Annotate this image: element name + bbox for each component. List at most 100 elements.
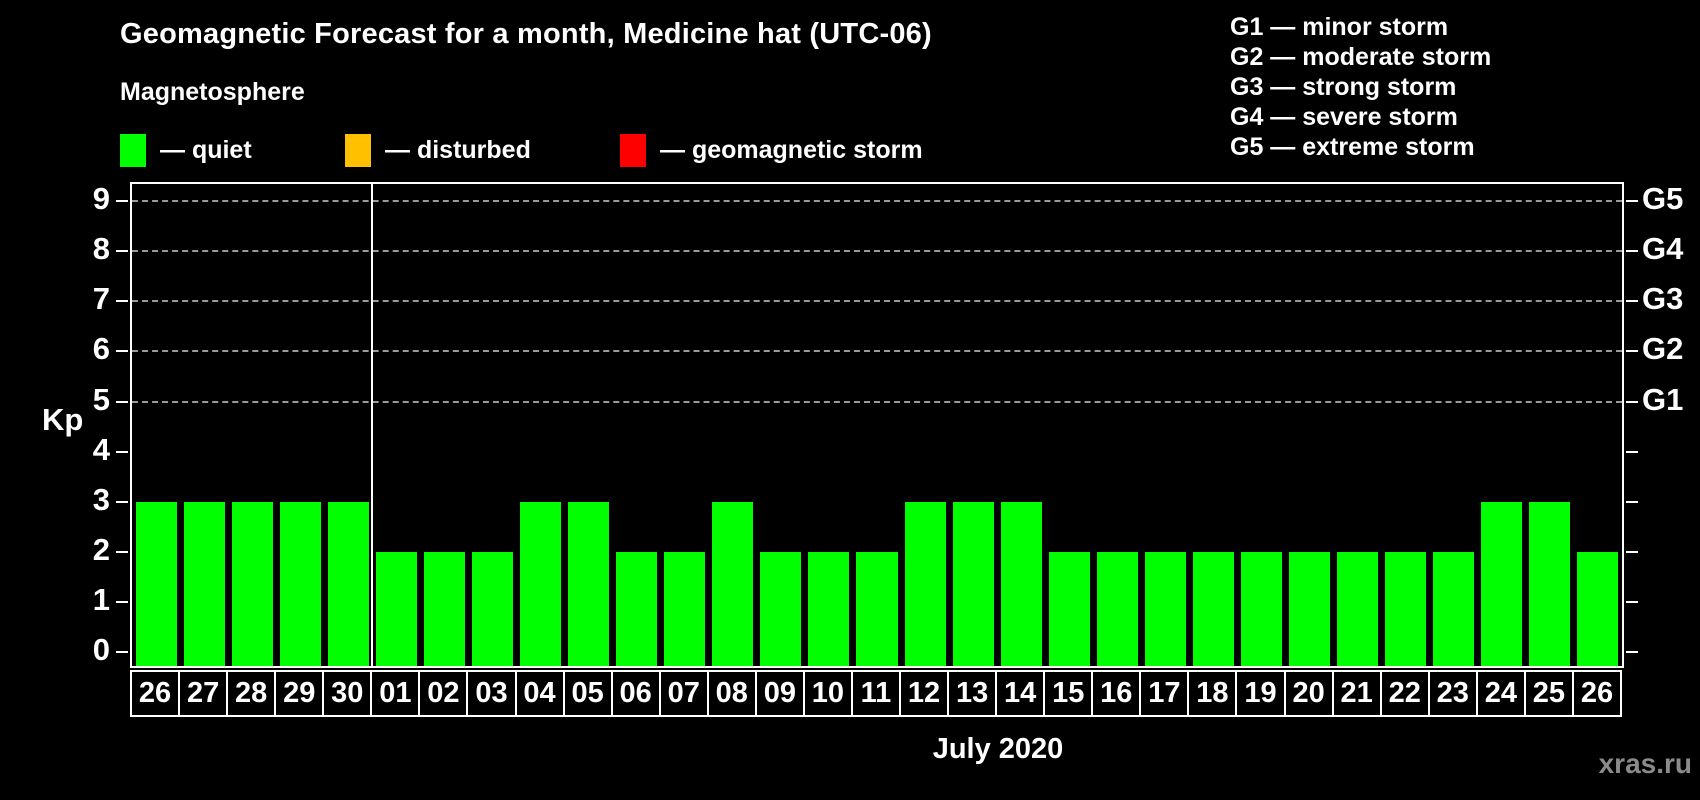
y-axis-tick-left-2 <box>116 550 128 553</box>
x-day-label-prev-30: 30 <box>322 670 373 717</box>
geomagnetic-storm-color-swatch-icon <box>620 134 646 167</box>
kp-bar-day-30 <box>327 501 369 666</box>
g-legend-line-3: G3 — strong storm <box>1230 73 1457 101</box>
x-day-label-22: 22 <box>1379 670 1430 717</box>
y-axis-tick-right-1 <box>1626 600 1638 603</box>
g-legend-line-2: G2 — moderate storm <box>1230 43 1492 71</box>
x-day-label-15: 15 <box>1043 670 1094 717</box>
g-legend-line-4: G4 — severe storm <box>1230 103 1458 131</box>
x-day-label-24: 24 <box>1475 670 1526 717</box>
x-day-label-prev-27: 27 <box>178 670 229 717</box>
x-day-label-prev-26: 26 <box>130 670 181 717</box>
x-day-label-08: 08 <box>706 670 757 717</box>
y-axis-tick-left-8 <box>116 250 128 253</box>
gridline-kp6 <box>132 350 1622 353</box>
kp-bar-day-17 <box>1144 551 1186 666</box>
page-title: Geomagnetic Forecast for a month, Medici… <box>120 18 932 50</box>
x-day-label-05: 05 <box>562 670 613 717</box>
month-separator-line <box>371 184 374 666</box>
x-day-label-prev-29: 29 <box>274 670 325 717</box>
kp-bar-day-08 <box>712 501 754 666</box>
y-tick-label-0: 0 <box>92 632 110 667</box>
gridline-kp9 <box>132 200 1622 203</box>
g-legend-line-5: G5 — extreme storm <box>1230 133 1475 161</box>
legend-item-quiet: — quiet <box>120 134 252 167</box>
y-axis-tick-left-5 <box>116 400 128 403</box>
y-axis-tick-left-1 <box>116 600 128 603</box>
y-axis-tick-left-3 <box>116 500 128 503</box>
kp-bar-day-28 <box>231 501 273 666</box>
y-axis-tick-right-9 <box>1626 200 1638 203</box>
x-day-label-16: 16 <box>1091 670 1142 717</box>
legend-label-disturbed: — disturbed <box>385 136 531 164</box>
x-day-label-20: 20 <box>1283 670 1334 717</box>
x-day-label-04: 04 <box>514 670 565 717</box>
kp-bar-day-04 <box>520 501 562 666</box>
kp-bar-day-06 <box>616 551 658 666</box>
y-tick-label-8: 8 <box>92 231 110 267</box>
plot-area <box>116 182 1638 668</box>
gridline-kp5 <box>132 400 1622 403</box>
g-axis-label-G2: G2 <box>1642 331 1684 367</box>
kp-bar-day-27 <box>183 501 225 666</box>
disturbed-color-swatch-icon <box>345 134 371 167</box>
quiet-color-swatch-icon <box>120 134 146 167</box>
kp-bar-day-26 <box>135 501 177 666</box>
kp-bar-day-14 <box>1000 501 1042 666</box>
g-axis-label-G1: G1 <box>1642 381 1684 417</box>
y-tick-label-5: 5 <box>92 381 110 417</box>
y-tick-label-7: 7 <box>92 281 110 317</box>
kp-bar-day-10 <box>808 551 850 666</box>
gridline-kp8 <box>132 250 1622 253</box>
x-day-label-14: 14 <box>995 670 1046 717</box>
legend-item-geomagnetic-storm: — geomagnetic storm <box>620 134 923 167</box>
kp-bar-day-15 <box>1048 551 1090 666</box>
y-axis-tick-left-7 <box>116 300 128 303</box>
kp-bar-day-09 <box>760 551 802 666</box>
kp-bar-day-20 <box>1289 551 1331 666</box>
y-axis-tick-right-3 <box>1626 500 1638 503</box>
x-day-label-prev-28: 28 <box>226 670 277 717</box>
x-day-label-01: 01 <box>370 670 421 717</box>
y-axis-tick-right-4 <box>1626 450 1638 453</box>
y-tick-label-9: 9 <box>92 181 110 217</box>
kp-bar-day-25 <box>1529 501 1571 666</box>
y-axis-tick-right-2 <box>1626 550 1638 553</box>
x-day-label-17: 17 <box>1139 670 1190 717</box>
y-axis-tick-right-5 <box>1626 400 1638 403</box>
x-day-label-07: 07 <box>658 670 709 717</box>
x-day-label-25: 25 <box>1523 670 1574 717</box>
kp-bar-day-13 <box>952 501 994 666</box>
legend-label-geomagnetic-storm: — geomagnetic storm <box>660 136 923 164</box>
x-day-label-23: 23 <box>1427 670 1478 717</box>
x-day-label-18: 18 <box>1187 670 1238 717</box>
x-day-label-19: 19 <box>1235 670 1286 717</box>
y-axis-tick-left-9 <box>116 200 128 203</box>
y-axis-title: Kp <box>42 402 84 437</box>
y-tick-label-2: 2 <box>92 531 110 567</box>
x-day-label-26: 26 <box>1571 670 1622 717</box>
x-day-label-13: 13 <box>947 670 998 717</box>
y-axis-tick-left-0 <box>116 651 128 653</box>
g-axis-label-G3: G3 <box>1642 281 1684 317</box>
gridline-kp7 <box>132 300 1622 303</box>
kp-bar-day-21 <box>1337 551 1379 666</box>
x-day-label-03: 03 <box>466 670 517 717</box>
kp-bar-day-16 <box>1096 551 1138 666</box>
y-axis-tick-right-0 <box>1626 651 1638 653</box>
x-day-label-21: 21 <box>1331 670 1382 717</box>
x-day-label-06: 06 <box>610 670 661 717</box>
y-axis-tick-right-7 <box>1626 300 1638 303</box>
g-axis-label-G5: G5 <box>1642 181 1684 217</box>
g-legend-line-1: G1 — minor storm <box>1230 13 1449 41</box>
x-axis-title: July 2020 <box>932 733 1064 765</box>
kp-bar-day-01 <box>375 551 417 666</box>
y-tick-label-3: 3 <box>92 481 110 517</box>
y-axis-tick-right-8 <box>1626 250 1638 253</box>
kp-bar-day-07 <box>664 551 706 666</box>
kp-bar-day-12 <box>904 501 946 666</box>
y-axis-tick-right-6 <box>1626 350 1638 353</box>
y-tick-label-4: 4 <box>92 431 110 467</box>
kp-bar-day-11 <box>856 551 898 666</box>
